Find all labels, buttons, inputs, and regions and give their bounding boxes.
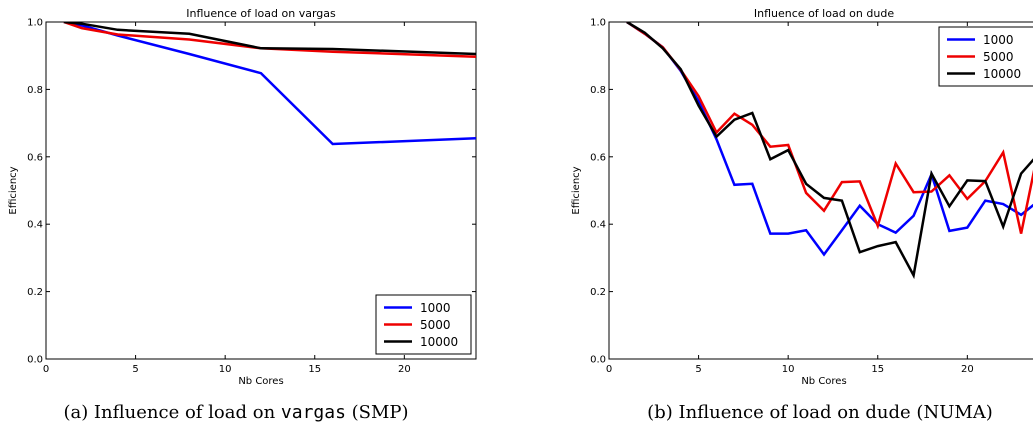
x-tick-label: 10 (782, 364, 795, 375)
x-tick-label: 20 (961, 364, 974, 375)
series-line-10000 (63, 22, 476, 56)
x-axis-label: Nb Cores (801, 376, 846, 387)
series-line-5000 (63, 22, 476, 58)
y-tick-label: 0.6 (27, 152, 43, 163)
y-tick-label: 0.2 (27, 287, 43, 298)
chart-2: Influence of load on dude 0 5 10 15 20 0.0 0.2 0… (571, 7, 1033, 423)
legend-label-10000: 10000 (983, 67, 1021, 81)
caption-prefix: (b) Influence of load on dude (NUMA) (647, 402, 993, 423)
legend-label-5000: 5000 (983, 50, 1014, 64)
plot-frame (45, 21, 477, 360)
chart-title: Influence of load on vargas (186, 7, 336, 20)
y-tick-label: 0.2 (590, 287, 606, 298)
caption-prefix: (a) Influence of load on (63, 402, 280, 423)
series-line-1000 (626, 22, 1033, 257)
y-tick-label: 0.0 (590, 355, 606, 366)
y-tick-label: 0.4 (590, 220, 606, 231)
plot-area (626, 22, 1033, 280)
legend: 1000 5000 10000 (375, 294, 472, 355)
legend-label-5000: 5000 (420, 318, 451, 332)
x-tick-label: 0 (606, 364, 612, 375)
chart-title: Influence of load on dude (754, 7, 894, 20)
x-tick-label: 20 (398, 364, 411, 375)
x-axis-label: Nb Cores (238, 376, 283, 387)
chart-1: Influence of load on vargas 0 5 10 15 20 0.0 0.… (8, 7, 477, 423)
x-tick-label: 5 (695, 364, 701, 375)
plot-frame (608, 21, 1033, 360)
y-tick-label: 1.0 (27, 18, 43, 29)
y-axis-label: Efficiency (571, 166, 582, 214)
y-tick-label: 0.4 (27, 220, 43, 231)
series-line-1000 (63, 22, 476, 146)
x-tick-label: 5 (132, 364, 138, 375)
x-tick-label: 15 (308, 364, 321, 375)
series-line-10000 (626, 22, 1033, 280)
legend: 1000 5000 10000 (938, 26, 1033, 87)
y-axis-label: Efficiency (8, 166, 19, 214)
series-line-5000 (626, 22, 1033, 234)
caption-suffix: (SMP) (346, 402, 409, 423)
legend-label-10000: 10000 (420, 335, 458, 349)
legend-label-1000: 1000 (983, 33, 1014, 47)
y-tick-label: 1.0 (590, 18, 606, 29)
y-tick-label: 0.6 (590, 152, 606, 163)
legend-label-1000: 1000 (420, 301, 451, 315)
x-tick-label: 15 (871, 364, 884, 375)
figure-caption: (a) Influence of load on vargas (SMP) (63, 402, 408, 423)
x-tick-label: 10 (219, 364, 232, 375)
y-tick-label: 0.8 (590, 85, 606, 96)
plot-area (63, 22, 476, 146)
x-tick-label: 0 (43, 364, 49, 375)
y-tick-label: 0.0 (27, 355, 43, 366)
caption-code: vargas (281, 402, 346, 423)
y-tick-label: 0.8 (27, 85, 43, 96)
figure-caption: (b) Influence of load on dude (NUMA) (647, 402, 993, 423)
